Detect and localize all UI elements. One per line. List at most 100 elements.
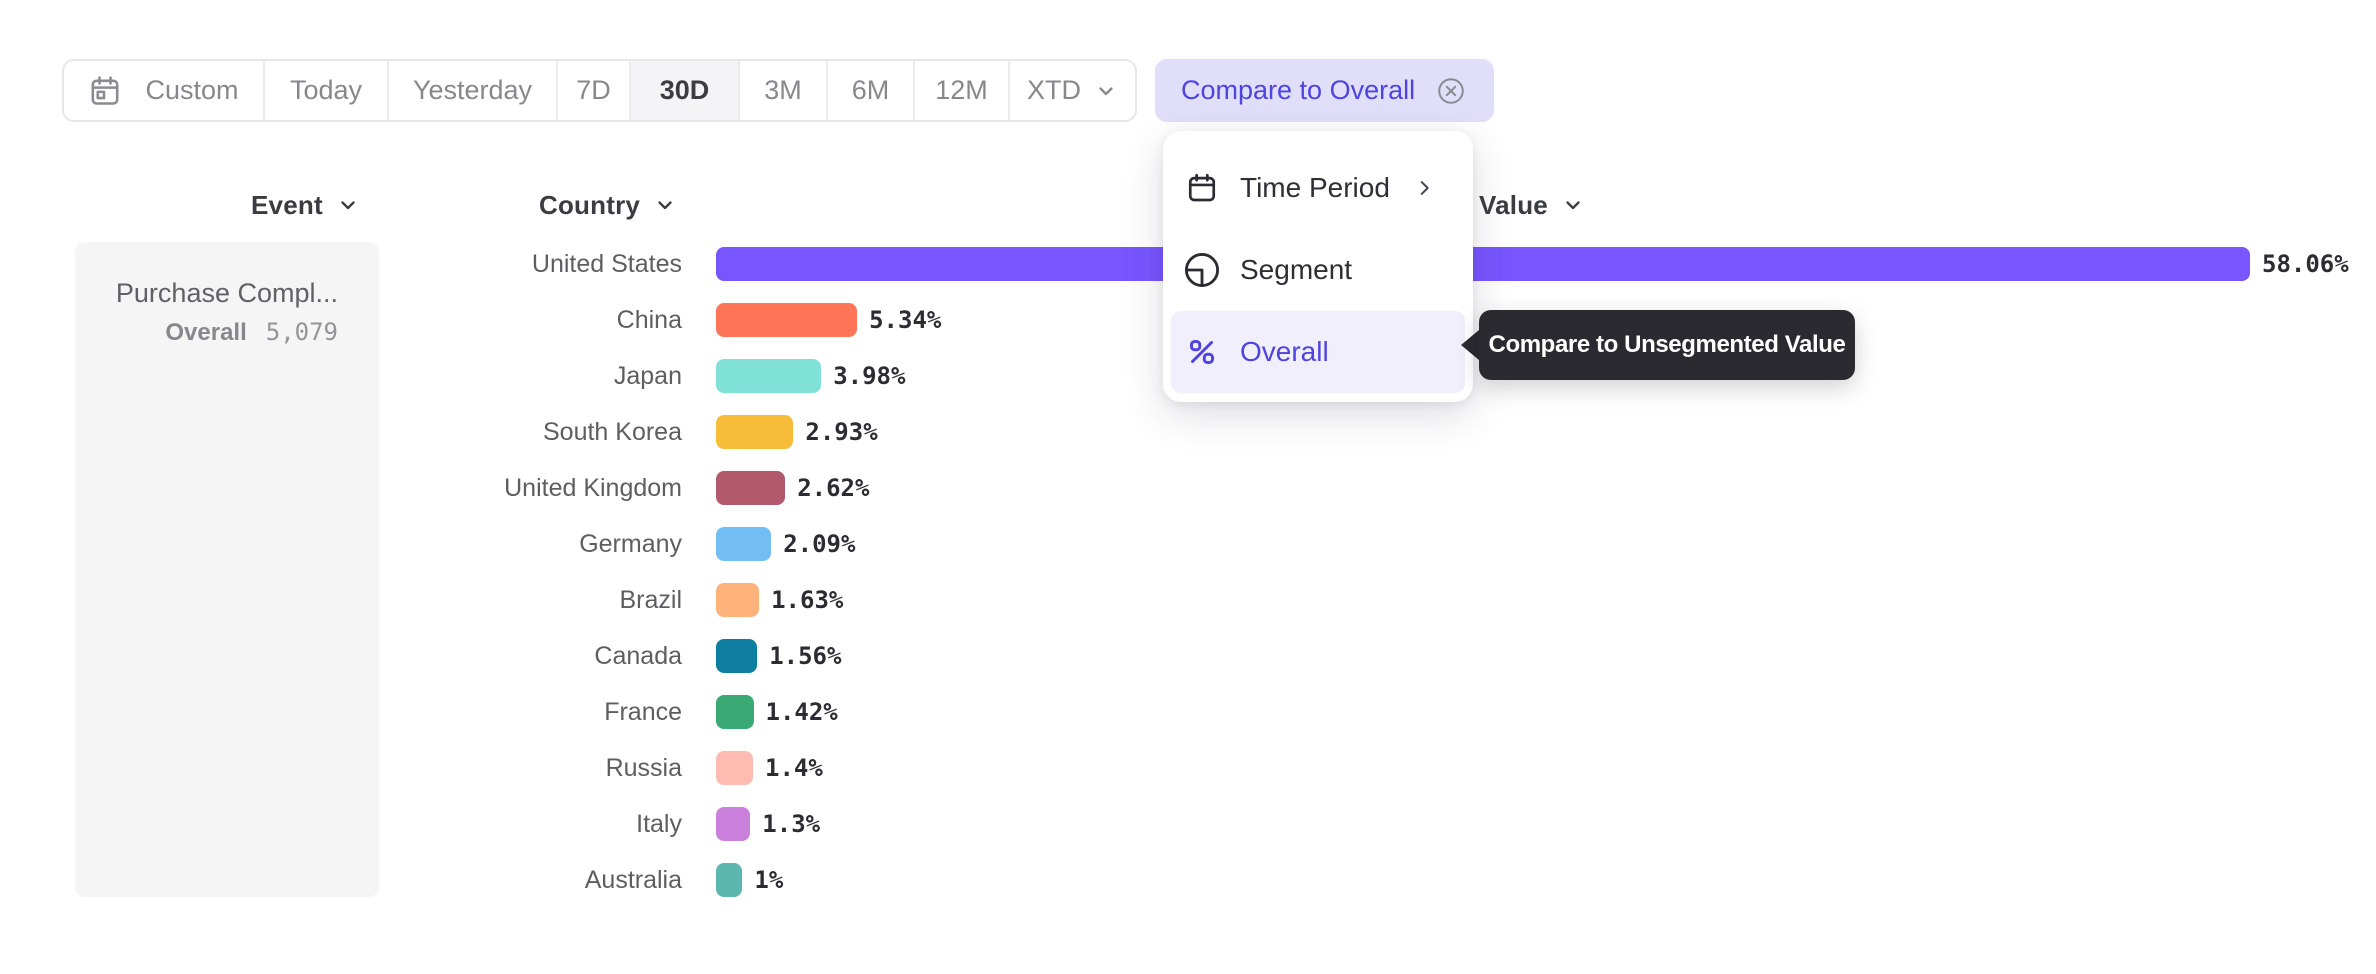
toolbar-item-label: Custom bbox=[145, 75, 239, 105]
percent-icon bbox=[1184, 334, 1220, 370]
menu-item-label: Overall bbox=[1240, 336, 1329, 367]
overall-label: Overall bbox=[165, 319, 247, 346]
calendar-icon bbox=[92, 75, 119, 105]
bar-value-label: 1.42% bbox=[765, 698, 838, 726]
toolbar-item-label: Today bbox=[289, 75, 363, 105]
toolbar-item-30d[interactable]: 30D bbox=[629, 61, 738, 120]
country-label: Russia bbox=[605, 753, 682, 782]
chart-row: South Korea 2.93% bbox=[0, 404, 2376, 460]
country-label: Japan bbox=[613, 361, 682, 390]
chevron-down-icon bbox=[341, 201, 355, 210]
toolbar-item-xtd[interactable]: XTD bbox=[1008, 61, 1135, 120]
toolbar-item-label: 3M bbox=[764, 75, 802, 105]
country-header-label: Country bbox=[539, 189, 641, 220]
tooltip-body: Compare to Unsegmented Value bbox=[1479, 310, 1855, 380]
chevron-down-icon bbox=[658, 201, 672, 210]
bar[interactable] bbox=[716, 639, 758, 673]
country-label: United States bbox=[531, 249, 682, 278]
bar-value-label: 1.4% bbox=[765, 754, 823, 782]
toolbar-item-label: 7D bbox=[576, 75, 611, 105]
country-label: United Kingdom bbox=[504, 473, 682, 502]
country-label: Canada bbox=[594, 641, 682, 670]
chart-row: United Kingdom 2.62% bbox=[0, 460, 2376, 516]
event-overall-row: Overall 5,079 bbox=[75, 314, 338, 354]
compare-chip-label: Compare to Overall bbox=[1181, 75, 1416, 105]
toolbar-item-yesterday[interactable]: Yesterday bbox=[387, 61, 556, 120]
country-label: Italy bbox=[636, 809, 682, 838]
bar-chart: United States 58.06% China 5.34% Japan 3… bbox=[0, 236, 2376, 908]
column-header-event[interactable]: Event bbox=[251, 188, 360, 222]
bar[interactable] bbox=[716, 303, 858, 337]
compare-dropdown-menu: Time Period Segment Overall bbox=[1163, 131, 1473, 402]
toolbar-item-12m[interactable]: 12M bbox=[913, 61, 1008, 120]
bar[interactable] bbox=[716, 807, 751, 841]
country-label: Germany bbox=[579, 529, 682, 558]
compare-to-overall-chip[interactable]: Compare to Overall bbox=[1155, 59, 1494, 122]
menu-item-label: Time Period bbox=[1240, 172, 1390, 203]
chart-row: France 1.42% bbox=[0, 684, 2376, 740]
chevron-down-icon bbox=[1099, 86, 1113, 95]
bar-value-label: 2.93% bbox=[805, 418, 878, 446]
menu-item-segment[interactable]: Segment bbox=[1171, 229, 1465, 311]
bar-value-label: 1.56% bbox=[769, 642, 842, 670]
toolbar-item-6m[interactable]: 6M bbox=[826, 61, 913, 120]
toolbar-item-custom[interactable]: Custom bbox=[64, 61, 263, 120]
toolbar-item-label: 6M bbox=[851, 75, 890, 105]
close-circle-icon[interactable] bbox=[1437, 77, 1465, 105]
column-header-value[interactable]: Value bbox=[1479, 188, 1585, 222]
toolbar-item-label: Yesterday bbox=[412, 75, 533, 105]
chart-row: Australia 1% bbox=[0, 852, 2376, 908]
toolbar-item-3m[interactable]: 3M bbox=[738, 61, 826, 120]
country-label: China bbox=[616, 305, 682, 334]
bar-value-label: 1.3% bbox=[762, 810, 821, 838]
menu-item-overall[interactable]: Overall bbox=[1171, 311, 1465, 393]
tooltip: Compare to Unsegmented Value bbox=[1461, 310, 1855, 380]
bar-value-label: 2.62% bbox=[797, 474, 870, 502]
calendar-icon bbox=[1184, 170, 1220, 206]
bar[interactable] bbox=[716, 527, 772, 561]
country-label: Australia bbox=[584, 865, 682, 894]
overall-value: 5,079 bbox=[265, 318, 338, 346]
value-header-label: Value bbox=[1479, 189, 1548, 220]
chart-row: Canada 1.56% bbox=[0, 628, 2376, 684]
chart-row: Germany 2.09% bbox=[0, 516, 2376, 572]
bar-value-label: 58.06% bbox=[2262, 250, 2349, 278]
event-cell[interactable]: Purchase Compl... Overall 5,079 bbox=[75, 242, 379, 897]
column-header-country[interactable]: Country bbox=[539, 188, 677, 222]
segment-icon bbox=[1184, 252, 1220, 288]
bar-value-label: 2.09% bbox=[783, 530, 856, 558]
bar[interactable] bbox=[716, 583, 760, 617]
country-label: South Korea bbox=[543, 417, 682, 446]
toolbar-item-today[interactable]: Today bbox=[263, 61, 387, 120]
event-name: Purchase Compl... bbox=[115, 278, 338, 308]
bar[interactable] bbox=[716, 359, 822, 393]
bar[interactable] bbox=[716, 863, 743, 897]
bar[interactable] bbox=[716, 751, 753, 785]
chart-row: China 5.34% bbox=[0, 292, 2376, 348]
toolbar-item-label: XTD bbox=[1027, 75, 1081, 105]
country-label: Brazil bbox=[619, 585, 682, 614]
menu-item-time-period[interactable]: Time Period bbox=[1171, 147, 1465, 229]
event-header-label: Event bbox=[251, 189, 323, 220]
toolbar-item-7d[interactable]: 7D bbox=[556, 61, 629, 120]
chart-row: United States 58.06% bbox=[0, 236, 2376, 292]
bar-value-label: 3.98% bbox=[833, 362, 906, 390]
chart-row: Japan 3.98% bbox=[0, 348, 2376, 404]
chart-row: Russia 1.4% bbox=[0, 740, 2376, 796]
chart-row: Italy 1.3% bbox=[0, 796, 2376, 852]
toolbar-item-label: 12M bbox=[935, 75, 988, 105]
toolbar-item-label: 30D bbox=[659, 75, 710, 105]
menu-item-label: Segment bbox=[1240, 254, 1353, 285]
country-label: France bbox=[604, 697, 682, 726]
bar[interactable] bbox=[716, 247, 2250, 281]
bar[interactable] bbox=[716, 471, 786, 505]
chart-row: Brazil 1.63% bbox=[0, 572, 2376, 628]
bar[interactable] bbox=[716, 695, 754, 729]
bar[interactable] bbox=[716, 415, 794, 449]
bar-value-label: 5.34% bbox=[869, 306, 942, 334]
tooltip-text: Compare to Unsegmented Value bbox=[1488, 331, 1846, 358]
chevron-right-icon bbox=[1420, 181, 1429, 195]
tooltip-arrow bbox=[1461, 330, 1479, 360]
bar-value-label: 1.63% bbox=[771, 586, 844, 614]
